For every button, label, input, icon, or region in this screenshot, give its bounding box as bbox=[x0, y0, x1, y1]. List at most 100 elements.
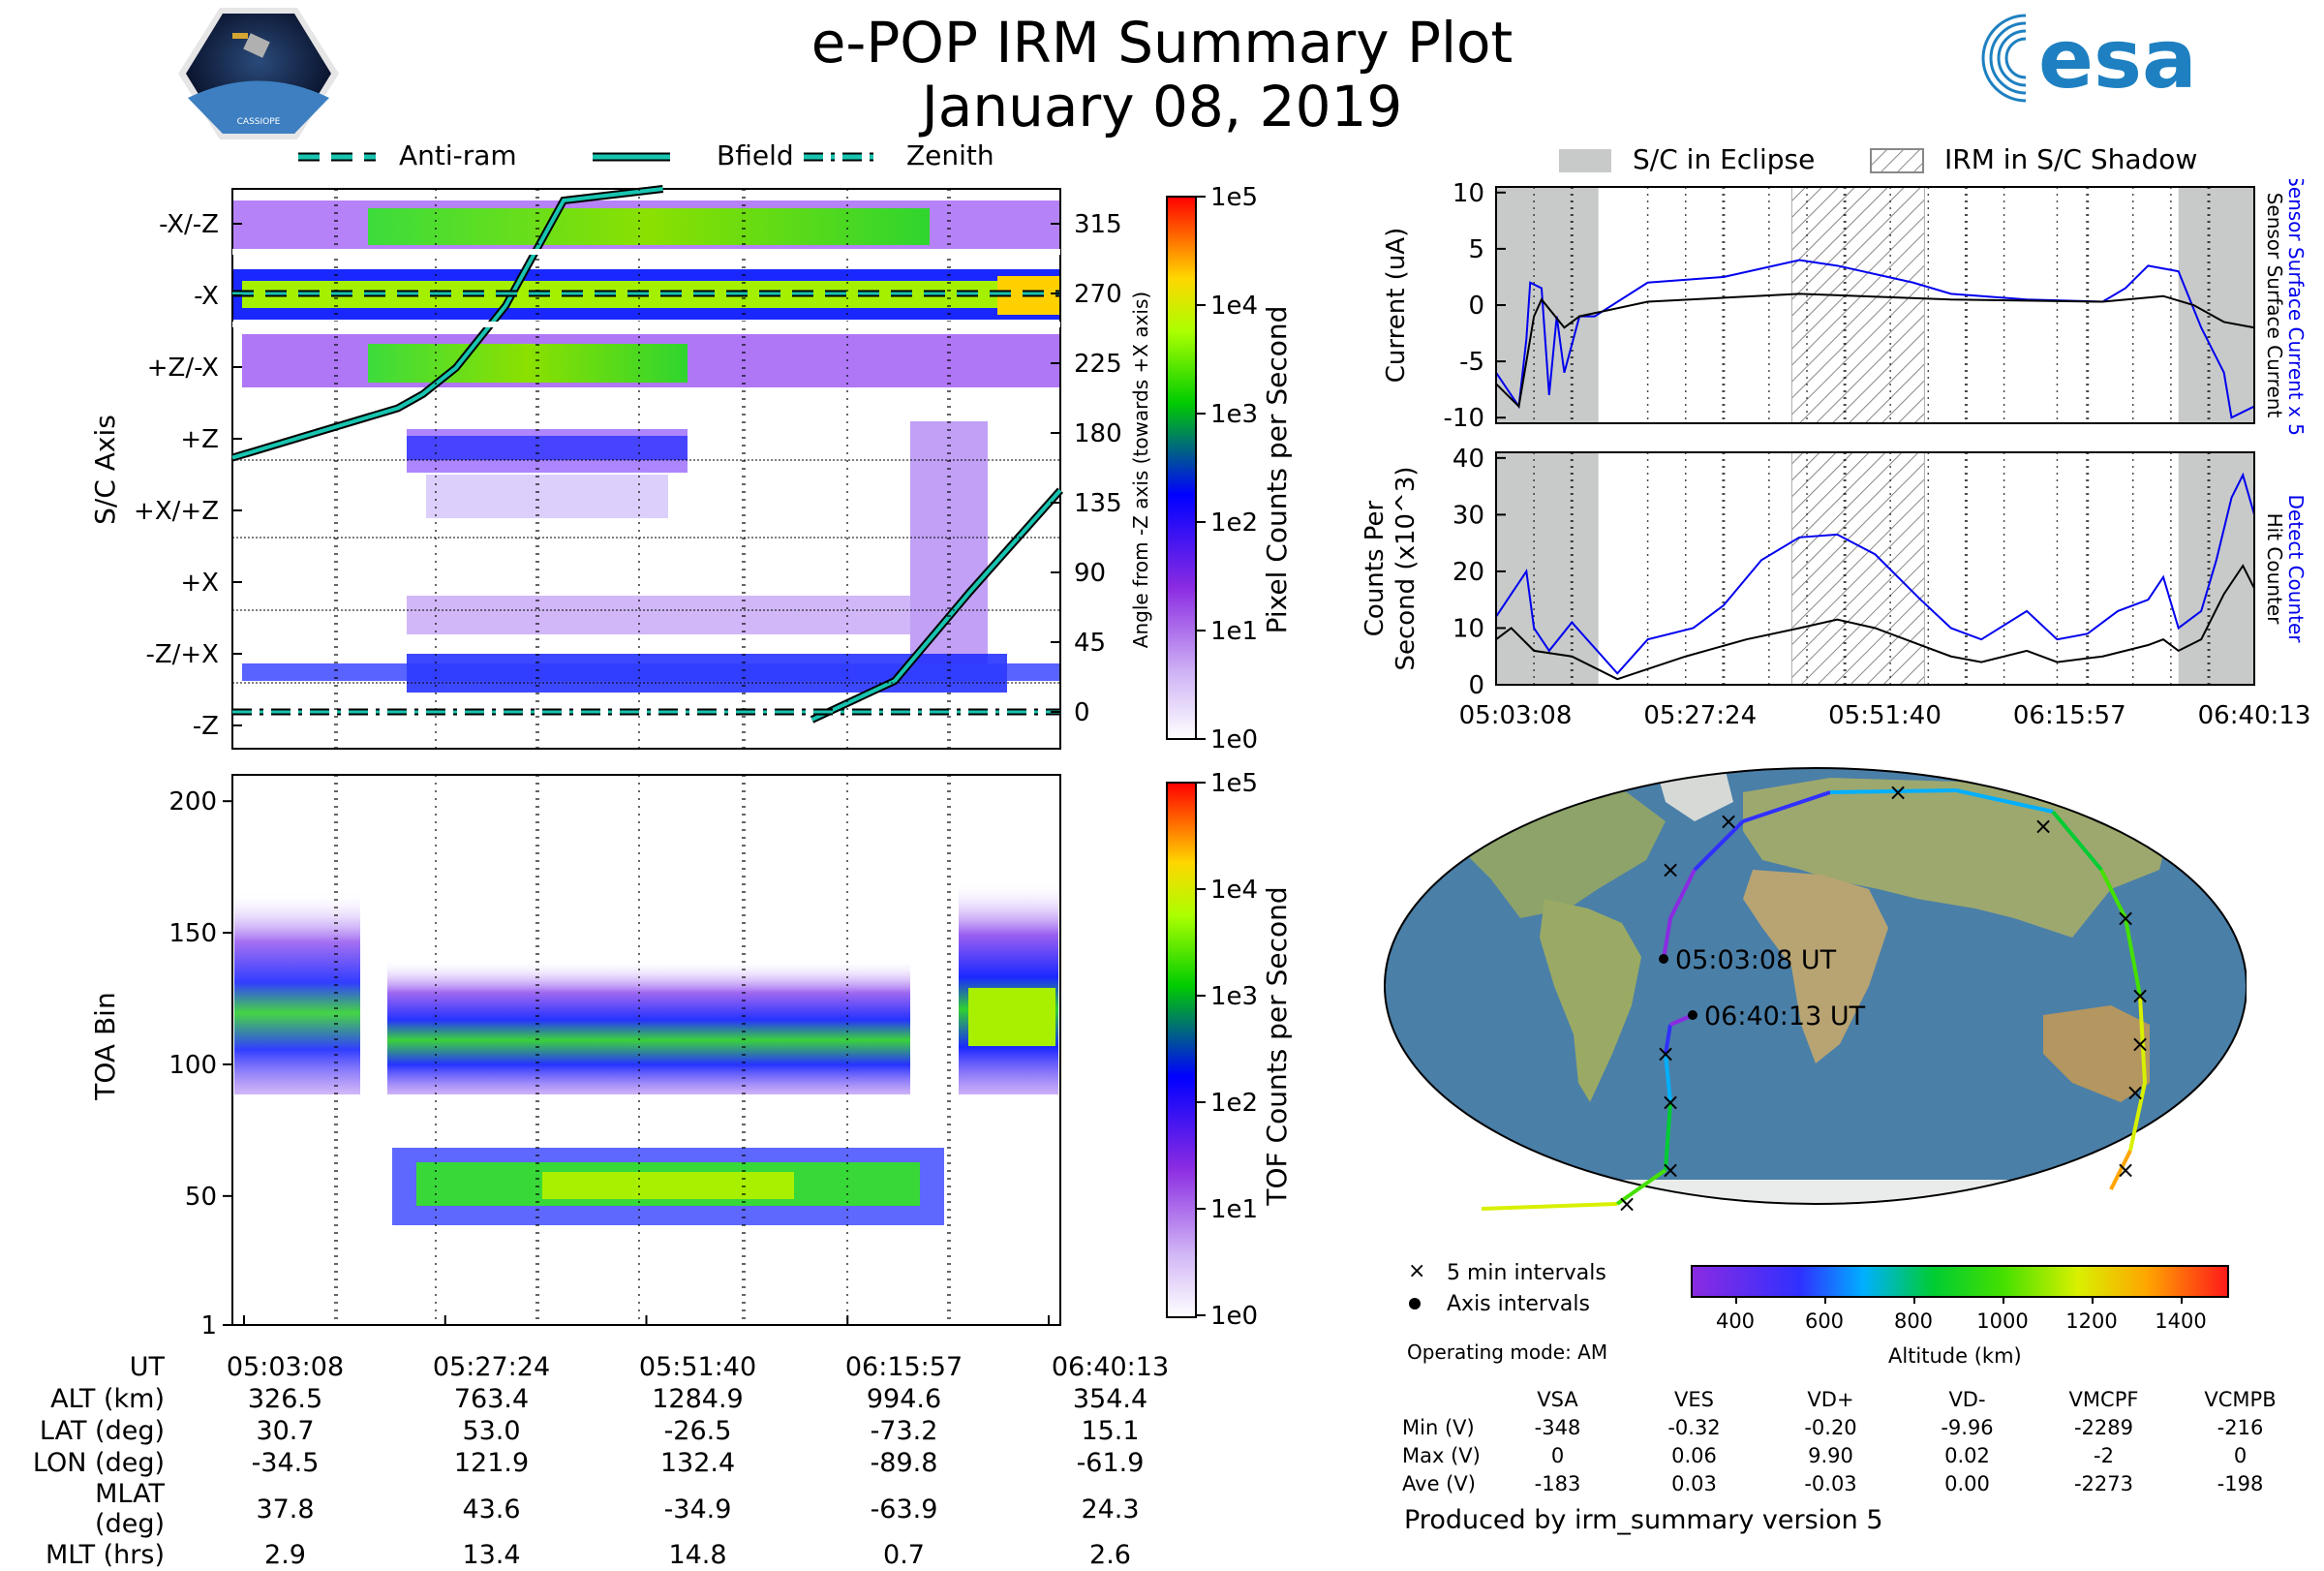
orbit-cell: 05:27:24 bbox=[432, 1352, 551, 1382]
orbit-cell: 994.6 bbox=[866, 1384, 942, 1414]
orbit-row-label: LON (deg) bbox=[32, 1448, 165, 1478]
stats-cell: -0.32 bbox=[1667, 1415, 1721, 1439]
orbit-cell: 05:51:40 bbox=[638, 1352, 757, 1382]
orbit-cell: 14.8 bbox=[668, 1540, 727, 1570]
tof-cb-tick-label: 1e3 bbox=[1210, 982, 1258, 1011]
pixel-y2tick-label: 180 bbox=[1074, 419, 1122, 448]
orbit-cell: -26.5 bbox=[663, 1416, 732, 1446]
line-plot-ytick-label: 0 bbox=[1468, 671, 1484, 700]
pixel-y2tick-label: 135 bbox=[1074, 489, 1122, 518]
altitude-gradient bbox=[1691, 1265, 2229, 1298]
orbit-cell: 763.4 bbox=[453, 1384, 530, 1414]
orbit-track bbox=[1742, 790, 1831, 823]
orbit-cell: -73.2 bbox=[870, 1416, 938, 1446]
orbit-row-label: MLT (hrs) bbox=[45, 1540, 165, 1570]
esa-text: esa bbox=[2038, 12, 2197, 107]
orbit-cell: -63.9 bbox=[870, 1494, 938, 1525]
orbit-track bbox=[2138, 995, 2147, 1084]
orbit-cell: -34.9 bbox=[663, 1494, 732, 1525]
orbit-cell: 06:15:57 bbox=[844, 1352, 963, 1382]
orbit-cell: 15.1 bbox=[1081, 1416, 1140, 1446]
orbit-cell: -61.9 bbox=[1076, 1448, 1145, 1478]
stats-header: VSA bbox=[1537, 1387, 1578, 1411]
current-x5-line bbox=[1495, 259, 2255, 419]
orbit-5min-marker: × bbox=[1888, 779, 1908, 806]
orbit-row-label: UT bbox=[129, 1352, 165, 1382]
orbit-track bbox=[1615, 1168, 1667, 1206]
pixel-heatmap-panel: -X/-Z -X +Z/-X +Z +X/+Z +X -Z/+X -Z 315 270 225 180… bbox=[0, 179, 1307, 760]
pixel-cb-tick-label: 1e4 bbox=[1210, 292, 1258, 321]
orbit-cell: 1284.9 bbox=[652, 1384, 744, 1414]
orbit-track bbox=[1829, 788, 1957, 794]
y2-label-blue: Detect Counter bbox=[2284, 495, 2308, 644]
pixel-cb-tick-label: 1e5 bbox=[1210, 183, 1258, 212]
irm-shadow-region bbox=[1790, 186, 1925, 424]
line-plot-xtick-label: 06:15:57 bbox=[2013, 701, 2126, 730]
legend-axis: Axis intervals bbox=[1447, 1292, 1590, 1316]
pixel-y2tick-label: 315 bbox=[1074, 210, 1122, 239]
eclipse-swatch bbox=[1559, 149, 1611, 172]
pixel-cb-tick-label: 1e0 bbox=[1210, 725, 1258, 755]
model-legend: Anti-ram Bfield Zenith bbox=[290, 138, 1065, 176]
orbit-5min-marker: × bbox=[1661, 1156, 1680, 1184]
orbit-cell: 05:03:08 bbox=[226, 1352, 345, 1382]
altitude-colorbar: 400 600 800 1000 1200 1400 Altitude (km) bbox=[1685, 1261, 2229, 1377]
eclipse-legend: S/C in Eclipse IRM in S/C Shadow bbox=[1549, 141, 2227, 180]
orbit-5min-marker: × bbox=[2116, 1156, 2135, 1184]
legend-irm-shadow: IRM in S/C Shadow bbox=[1944, 143, 2198, 175]
line-plot-ytick-label: 30 bbox=[1452, 501, 1484, 530]
esa-logo: esa bbox=[1966, 10, 2256, 107]
altitude-tick-label: 1200 bbox=[2065, 1309, 2118, 1333]
counts-y-label-2: Second (x10^3) bbox=[1391, 466, 1421, 670]
logo-text: CASSIOPE bbox=[237, 117, 281, 127]
orbit-cell: 121.9 bbox=[453, 1448, 530, 1478]
orbit-cell: 354.4 bbox=[1072, 1384, 1148, 1414]
altitude-tick-label: 800 bbox=[1893, 1309, 1934, 1333]
line-plot-xtick-label: 06:40:13 bbox=[2198, 701, 2311, 730]
altitude-tick bbox=[1913, 1296, 1915, 1304]
legend-5min: 5 min intervals bbox=[1447, 1261, 1606, 1285]
line-plots-panel: 10 5 0 -5 -10 Current (uA) Sensor Surface Curr… bbox=[1336, 179, 2314, 741]
y2-label-blue: Sensor Surface Current x 5 bbox=[2284, 179, 2308, 436]
tof-ytick-label: 200 bbox=[168, 787, 217, 816]
line-plot-ytick-label: 40 bbox=[1452, 445, 1484, 474]
bfield-line bbox=[810, 488, 1062, 722]
line-plot-ytick-label: -10 bbox=[1444, 404, 1484, 433]
stats-cell: 9.90 bbox=[1808, 1443, 1853, 1467]
pixel-ytick-label: +Z/-X bbox=[147, 354, 219, 383]
line-plot-xtick-label: 05:51:40 bbox=[1828, 701, 1942, 730]
orbit-5min-marker: × bbox=[2130, 982, 2150, 1009]
orbit-track bbox=[2128, 1082, 2147, 1152]
shadow-swatch bbox=[1870, 148, 1924, 173]
orbit-5min-marker: × bbox=[1661, 1089, 1680, 1116]
eclipse-region bbox=[2178, 187, 2254, 423]
orbit-track bbox=[1668, 869, 1697, 919]
orbit-row-label: MLAT (deg) bbox=[95, 1479, 165, 1539]
stats-cell: 0.02 bbox=[1944, 1443, 1990, 1467]
legend-anti-ram: Anti-ram bbox=[399, 139, 517, 171]
end-marker bbox=[1688, 1010, 1697, 1020]
altitude-tick bbox=[2003, 1296, 2004, 1304]
pixel-ytick-label: -X bbox=[194, 282, 219, 311]
stats-header: VES bbox=[1674, 1387, 1714, 1411]
page-title: e-POP IRM Summary Plot bbox=[810, 10, 1514, 76]
orbit-track bbox=[1664, 1024, 1672, 1055]
stats-cell: 0 bbox=[2233, 1443, 2248, 1467]
pixel-colorbar-label: Pixel Counts per Second bbox=[1261, 306, 1293, 634]
pixel-ytick-label: +Z bbox=[180, 425, 219, 454]
orbit-track bbox=[1693, 819, 1745, 872]
map-legend: × 5 min intervals Axis intervals Operati… bbox=[1404, 1259, 1695, 1364]
stats-cell: -9.96 bbox=[1941, 1415, 1994, 1439]
line-plot-xtick-label: 05:03:08 bbox=[1459, 701, 1573, 730]
orbit-track bbox=[1662, 917, 1672, 960]
stats-header: VD+ bbox=[1807, 1387, 1854, 1411]
orbit-cell: 132.4 bbox=[659, 1448, 736, 1478]
pixel-intensity-bands bbox=[232, 200, 1060, 693]
y2-label-black: Sensor Surface Current bbox=[2263, 193, 2286, 418]
voltage-stats-table: VSA VES VD+ VD- VMCPF VCMPB Min (V) -348 -0.32 -0… bbox=[1402, 1385, 2309, 1497]
stats-header: VD- bbox=[1948, 1387, 1986, 1411]
orbit-cell: 43.6 bbox=[462, 1494, 521, 1525]
line-plot-ytick-label: 20 bbox=[1452, 558, 1484, 587]
current-y-label: Current (uA) bbox=[1382, 228, 1411, 383]
altitude-tick bbox=[2181, 1296, 2183, 1304]
